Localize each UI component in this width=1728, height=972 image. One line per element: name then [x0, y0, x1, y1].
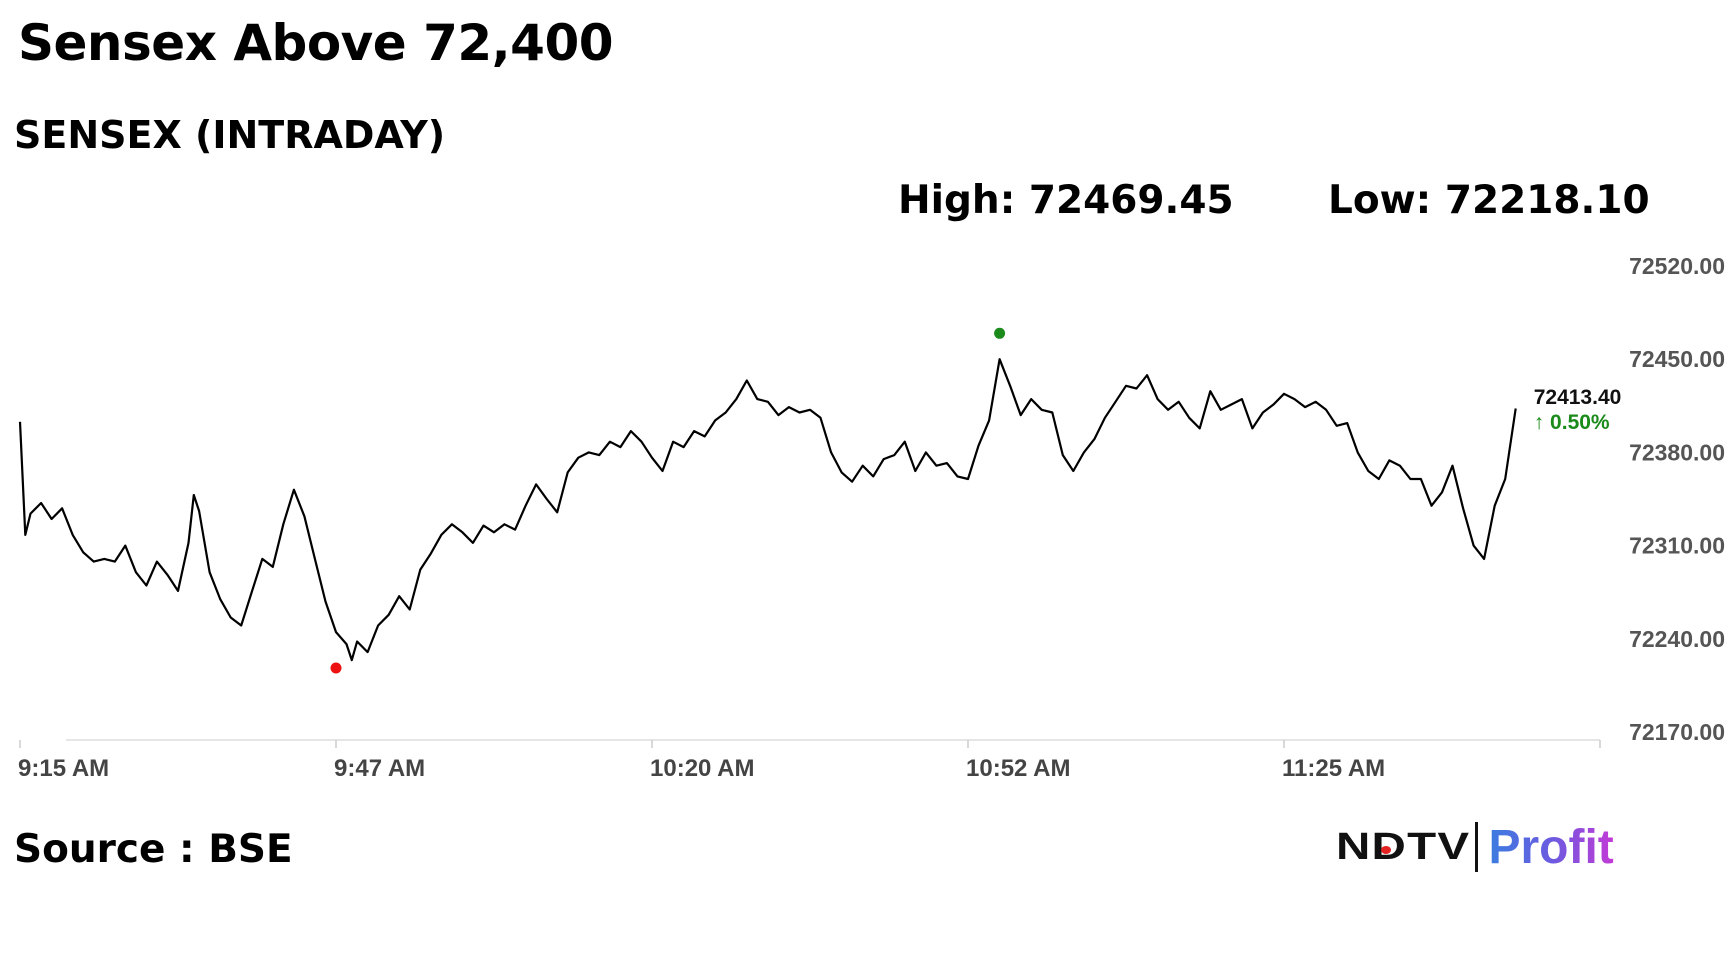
logo-brand-text: NDTV	[1336, 825, 1471, 868]
last-price-value: 72413.40	[1534, 386, 1622, 409]
x-tick-label: 10:52 AM	[966, 755, 1070, 782]
y-tick-label: 72170.00	[1629, 719, 1725, 745]
x-tick-label: 9:15 AM	[18, 755, 109, 782]
markers	[330, 327, 1606, 674]
logo-brand: NDTV	[1336, 826, 1470, 869]
y-tick-label: 72520.00	[1629, 253, 1725, 279]
intraday-chart: 72520.00 72450.00 72380.00 72310.00 72240.00…	[18, 253, 1725, 782]
chart-subtitle: SENSEX (INTRADAY)	[14, 113, 446, 157]
y-tick-label: 72380.00	[1629, 439, 1725, 465]
price-line	[18, 358, 1517, 662]
source-credit: Source : BSE	[14, 827, 293, 872]
y-tick-label: 72240.00	[1629, 626, 1725, 652]
x-axis: 9:15 AM 9:47 AM 10:20 AM 10:52 AM 11:25 AM	[18, 739, 1601, 782]
last-price-label: 72413.40 ↑ 0.50%	[1529, 382, 1632, 437]
x-tick-label: 11:25 AM	[1282, 755, 1385, 782]
logo-divider	[1475, 822, 1479, 872]
high-marker	[994, 327, 1006, 339]
high-stat: High: 72469.45	[898, 178, 1234, 223]
ndtv-profit-logo: NDTV Profit	[1336, 819, 1614, 875]
y-tick-label: 72310.00	[1629, 533, 1725, 559]
x-tick-label: 10:20 AM	[650, 755, 754, 782]
logo-product: Profit	[1488, 820, 1614, 874]
y-axis: 72520.00 72450.00 72380.00 72310.00 72240.00…	[1629, 253, 1725, 745]
low-stat: Low: 72218.10	[1328, 178, 1650, 223]
x-tick-label: 9:47 AM	[334, 755, 425, 782]
logo-dot-icon	[1381, 845, 1391, 854]
last-price-change: ↑ 0.50%	[1534, 411, 1610, 434]
low-marker	[330, 662, 342, 674]
y-tick-label: 72450.00	[1629, 346, 1725, 372]
headline: Sensex Above 72,400	[18, 14, 614, 72]
last-price-label-bg	[1529, 382, 1632, 437]
